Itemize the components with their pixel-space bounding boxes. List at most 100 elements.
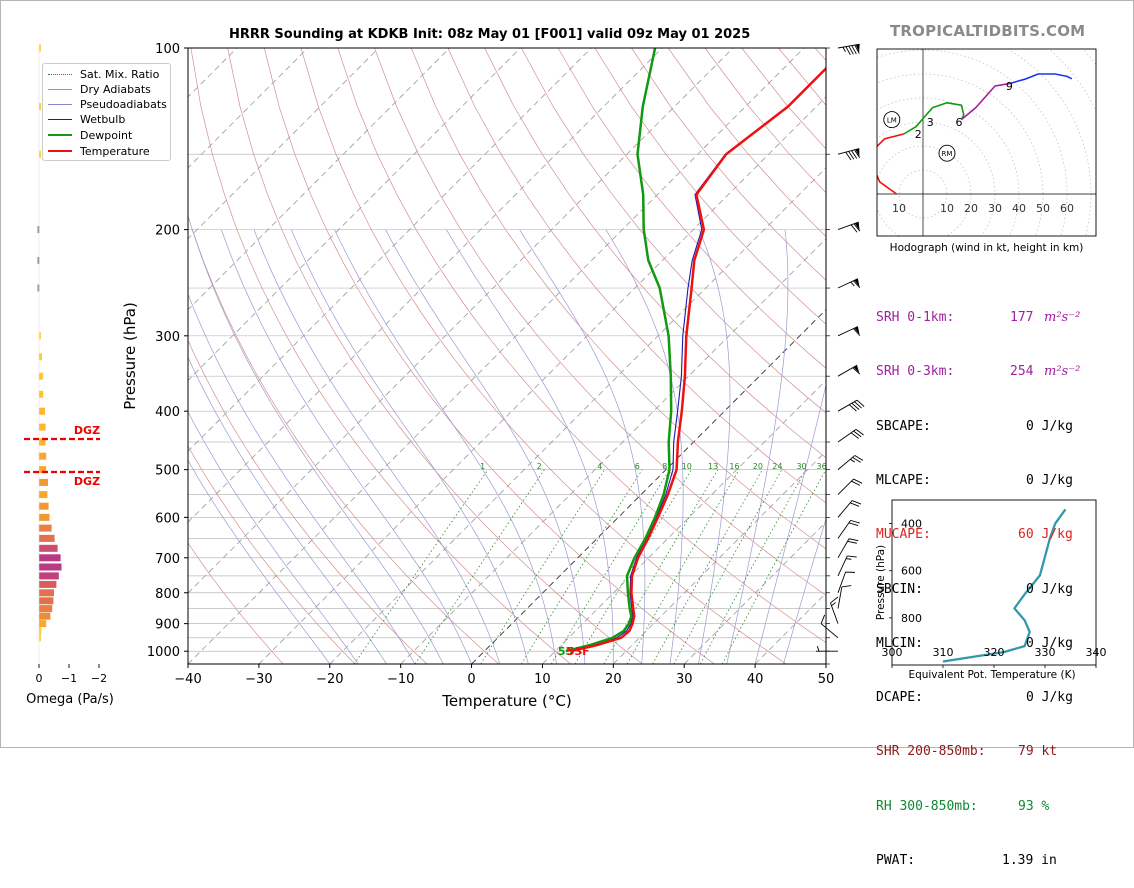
- omega-bar: [39, 373, 43, 380]
- hodo-ring-label: 30: [988, 202, 1002, 215]
- stat-mlcin: MLCIN:0 J/kg: [876, 635, 986, 653]
- hodo-ring-label: 10: [940, 202, 954, 215]
- barb-full: [829, 597, 838, 603]
- barb-half: [831, 602, 836, 605]
- mixing-ratio-label: 13: [708, 462, 718, 471]
- isotherm-line: [542, 48, 1134, 664]
- legend-label: Pseudoadiabats: [80, 98, 167, 111]
- dgz-label: DGZ: [74, 424, 100, 437]
- wind-barb: [838, 149, 862, 163]
- dry-adiabat: [595, 48, 1134, 664]
- legend-label: Sat. Mix. Ratio: [80, 68, 159, 81]
- moist-adiabat: [335, 230, 557, 664]
- hodo-height-label: 9: [1006, 80, 1013, 93]
- dry-adiabat: [228, 48, 643, 664]
- y-tick-label: 800: [155, 587, 180, 602]
- legend-item-dry: Dry Adiabats: [48, 82, 151, 96]
- dgz-label: DGZ: [74, 475, 100, 488]
- hodo-height-label: 1: [862, 142, 869, 155]
- mixing-ratio-label: 24: [772, 462, 782, 471]
- wind-barb: [819, 615, 844, 638]
- dry-adiabat: [962, 48, 1134, 664]
- wind-barb: [816, 646, 838, 651]
- hodo-height-label: 2: [915, 128, 922, 141]
- barb-shaft: [830, 603, 838, 624]
- x-tick-label: 40: [747, 672, 764, 687]
- hodo-height-label: 3: [927, 116, 934, 129]
- dry-adiabat: [375, 48, 931, 664]
- y-tick-label: 500: [155, 464, 180, 479]
- moist-adiabat: [254, 230, 500, 664]
- omega-bar: [39, 554, 61, 561]
- omega-bar: [39, 45, 41, 52]
- isotherm-line: [259, 48, 875, 664]
- moist-adiabat: [446, 230, 613, 664]
- hodo-height-label: 6: [956, 116, 963, 129]
- x-tick-label: 10: [534, 672, 551, 687]
- barb-shaft: [838, 365, 857, 376]
- y-tick-label: 200: [155, 224, 180, 239]
- storm-motion-label: RM: [942, 150, 953, 158]
- mixing-ratio-line: [674, 470, 782, 664]
- legend-label: Wetbulb: [80, 113, 125, 126]
- omega-bar: [39, 535, 55, 542]
- moist-adiabat: [520, 230, 645, 664]
- legend-item-mixratio: Sat. Mix. Ratio: [48, 67, 159, 81]
- wind-barb: [838, 279, 862, 296]
- storm-motion-label: LM: [887, 117, 897, 125]
- barb-shaft: [838, 479, 854, 495]
- omega-tick-label: −2: [91, 672, 107, 685]
- omega-bar: [39, 103, 41, 110]
- omega-bar: [39, 525, 52, 532]
- omega-bar: [39, 613, 50, 620]
- y-tick-label: 400: [155, 405, 180, 420]
- stat-sbcin: SBCIN:0 J/kg: [876, 581, 986, 599]
- legend-label: Dewpoint: [80, 129, 132, 142]
- barb-full: [846, 151, 851, 160]
- barb-shaft: [838, 539, 849, 558]
- omega-bar: [39, 581, 56, 588]
- x-tick-label: −20: [316, 672, 343, 687]
- omega-tick-label: 0: [36, 672, 43, 685]
- moist-adiabat: [192, 230, 443, 664]
- mixing-ratio-line: [481, 470, 605, 664]
- isotherm-line: [117, 48, 733, 664]
- x-tick-label: −30: [245, 672, 272, 687]
- legend-item-pseudo: Pseudoadiabats: [48, 97, 167, 111]
- mixing-ratio-label: 16: [729, 462, 739, 471]
- x-tick-label: −40: [174, 672, 201, 687]
- legend-item-wetbulb: Wetbulb: [48, 112, 125, 126]
- omega-bar: [39, 620, 46, 627]
- barb-shaft: [838, 556, 847, 576]
- omega-bar: [39, 589, 54, 596]
- omega-bar: [39, 627, 41, 634]
- barb-shaft: [838, 429, 856, 442]
- omega-bar: [39, 564, 62, 571]
- mixing-ratio-line: [551, 470, 669, 664]
- wind-barb: [838, 327, 862, 344]
- barb-half: [843, 47, 846, 52]
- mixing-ratio-line: [415, 470, 544, 664]
- stat-shr: SHR 200-850mb:79 kt: [876, 743, 986, 761]
- y-tick-label: 300: [155, 330, 180, 345]
- mixing-ratio-line: [700, 470, 806, 664]
- moist-adiabat: [727, 230, 788, 664]
- legend-label: Dry Adiabats: [80, 83, 151, 96]
- omega-axis-label: Omega (Pa/s): [26, 692, 114, 707]
- omega-bar: [39, 545, 58, 552]
- y-tick-label: 100: [155, 42, 180, 57]
- series-temperature: [571, 48, 847, 651]
- wind-barb: [838, 498, 861, 523]
- mixing-ratio-label: 2: [537, 462, 542, 471]
- moist-adiabat: [221, 230, 471, 664]
- omega-bar: [39, 424, 46, 431]
- x-tick-label: 20: [605, 672, 622, 687]
- wind-barb: [829, 597, 846, 624]
- mixing-ratio-label: 8: [662, 462, 667, 471]
- legend-item-temperature: Temperature: [48, 144, 150, 158]
- isotherm-line: [613, 48, 1134, 664]
- dry-adiabat: [485, 48, 1134, 664]
- omega-bar: [39, 503, 49, 510]
- x-axis-label: Temperature (°C): [441, 692, 571, 710]
- omega-bar: [39, 605, 52, 612]
